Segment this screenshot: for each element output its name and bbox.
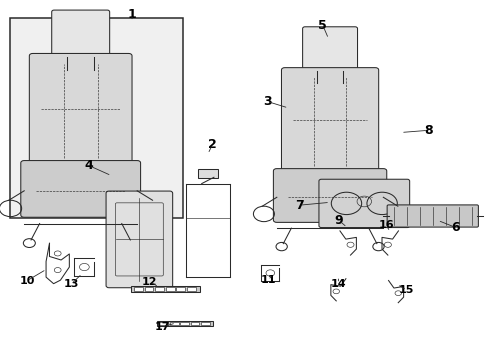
Bar — [187, 287, 195, 291]
Bar — [159, 321, 168, 325]
Bar — [169, 321, 178, 325]
Bar — [134, 287, 142, 291]
Bar — [155, 287, 164, 291]
Text: 1: 1 — [127, 8, 136, 21]
FancyBboxPatch shape — [281, 68, 378, 175]
Text: 10: 10 — [19, 276, 35, 286]
Text: 6: 6 — [450, 221, 459, 234]
FancyBboxPatch shape — [318, 179, 409, 228]
Text: 13: 13 — [63, 279, 79, 289]
FancyBboxPatch shape — [20, 161, 141, 217]
Bar — [165, 287, 174, 291]
FancyBboxPatch shape — [29, 53, 132, 167]
Text: 2: 2 — [208, 138, 217, 150]
FancyBboxPatch shape — [106, 191, 172, 288]
Bar — [144, 287, 153, 291]
Bar — [201, 321, 209, 325]
Bar — [190, 321, 199, 325]
Text: 11: 11 — [260, 275, 275, 285]
Bar — [198, 169, 217, 178]
Text: 3: 3 — [263, 95, 271, 108]
Text: 14: 14 — [330, 279, 346, 289]
Text: 9: 9 — [334, 214, 343, 227]
Bar — [10, 18, 183, 218]
Text: 4: 4 — [84, 159, 93, 172]
FancyBboxPatch shape — [273, 168, 386, 222]
Text: 8: 8 — [423, 124, 432, 137]
FancyBboxPatch shape — [52, 10, 109, 59]
Bar — [131, 286, 199, 292]
Bar — [180, 321, 189, 325]
FancyBboxPatch shape — [302, 27, 357, 73]
Text: 17: 17 — [155, 322, 170, 332]
Bar — [176, 287, 185, 291]
Text: 12: 12 — [141, 276, 157, 287]
Text: 7: 7 — [294, 199, 303, 212]
FancyBboxPatch shape — [386, 205, 477, 227]
Text: 5: 5 — [318, 19, 326, 32]
Text: 15: 15 — [398, 285, 414, 295]
Bar — [157, 321, 212, 326]
Text: 16: 16 — [378, 220, 393, 230]
